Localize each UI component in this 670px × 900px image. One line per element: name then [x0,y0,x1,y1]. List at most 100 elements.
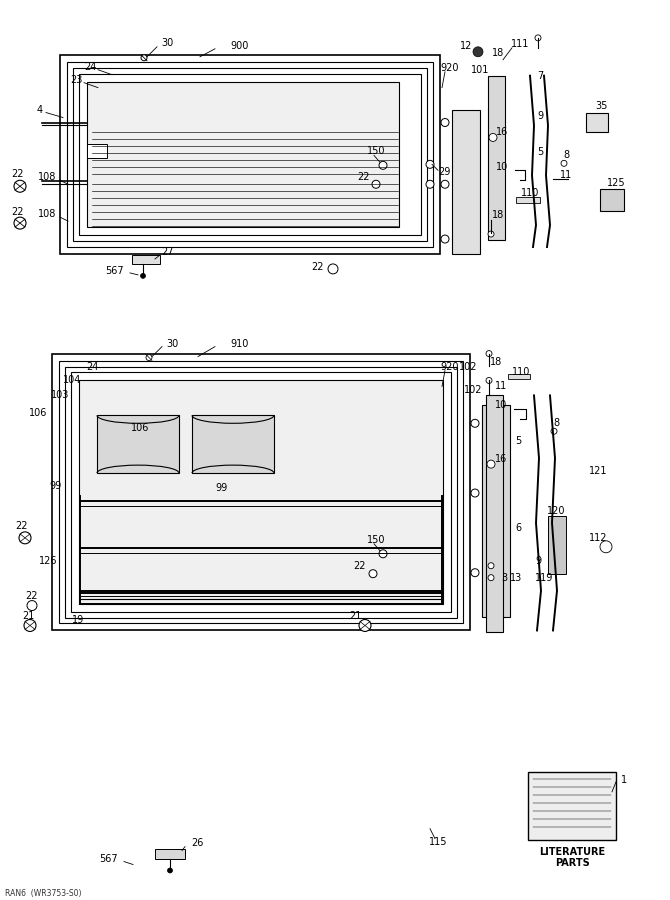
Circle shape [471,419,479,428]
Circle shape [441,119,449,127]
Text: LITERATURE
PARTS: LITERATURE PARTS [539,847,605,868]
Circle shape [146,355,152,361]
Text: 27: 27 [161,247,174,257]
Circle shape [426,180,434,188]
Text: 16: 16 [496,128,508,138]
Text: 9: 9 [537,111,543,121]
Text: 3: 3 [501,572,507,582]
Bar [87,82,399,227]
Text: 8: 8 [553,418,559,428]
Text: 21: 21 [22,610,34,620]
Text: 110: 110 [521,188,539,198]
Text: 125: 125 [607,178,625,188]
Bar [71,373,451,611]
Text: 19: 19 [72,615,84,625]
Text: 8: 8 [563,150,569,160]
Circle shape [561,160,567,166]
Text: 21: 21 [349,610,361,620]
Text: 9: 9 [535,555,541,566]
Bar [155,849,185,859]
Text: 18: 18 [492,210,504,220]
Text: 126: 126 [39,555,57,566]
Text: 10: 10 [495,400,507,410]
Circle shape [486,377,492,383]
Circle shape [379,161,387,169]
Circle shape [19,532,31,544]
Text: 115: 115 [429,837,448,847]
Text: 103: 103 [51,391,69,401]
Text: 150: 150 [366,535,385,544]
Text: 13: 13 [510,572,522,582]
Text: 24: 24 [86,362,98,372]
Bar [486,395,503,633]
Circle shape [24,619,36,632]
Bar [73,68,427,241]
Circle shape [471,489,479,497]
Text: 22: 22 [25,590,38,600]
Bar [600,189,624,212]
Bar [192,415,274,473]
Circle shape [141,274,145,278]
Text: 22: 22 [356,172,369,183]
Text: 101: 101 [471,65,489,75]
Text: 35: 35 [595,101,607,111]
Text: 30: 30 [166,338,178,348]
Circle shape [441,235,449,243]
Circle shape [369,570,377,578]
Bar [508,374,530,380]
Text: 22: 22 [16,521,28,531]
Bar [452,110,480,254]
Text: 6: 6 [515,523,521,533]
Circle shape [27,600,37,610]
Circle shape [359,619,371,632]
Text: RAN6  (WR3753-S0): RAN6 (WR3753-S0) [5,889,82,898]
Text: 22: 22 [354,561,366,571]
Circle shape [168,868,172,873]
Text: 110: 110 [512,366,530,376]
Text: 7: 7 [537,71,543,81]
Bar [482,405,510,616]
Text: 104: 104 [63,375,81,385]
Text: 111: 111 [511,39,529,49]
Bar [516,197,540,203]
Text: 5: 5 [515,436,521,446]
Circle shape [535,35,541,40]
Text: 10: 10 [496,162,508,172]
Bar [79,74,421,235]
Text: 567: 567 [98,853,117,863]
Bar [488,76,505,240]
Text: 920: 920 [441,362,459,372]
Circle shape [328,264,338,274]
Text: 102: 102 [464,385,482,395]
Bar [87,144,107,158]
Text: 30: 30 [161,38,173,48]
Bar [67,62,433,247]
Circle shape [141,55,147,61]
Text: 900: 900 [230,40,249,50]
Text: 119: 119 [535,572,553,582]
Text: 26: 26 [191,838,203,848]
Bar [97,415,179,473]
Text: 5: 5 [537,148,543,157]
Text: 29: 29 [438,167,450,177]
Text: 108: 108 [38,172,56,183]
Bar [586,112,608,132]
Text: 106: 106 [131,423,149,433]
Text: 22: 22 [11,207,23,217]
Circle shape [600,541,612,553]
Text: 18: 18 [492,48,504,58]
Bar [60,55,440,254]
Bar [52,354,470,631]
Text: 112: 112 [589,533,607,543]
Text: 99: 99 [216,483,228,493]
Text: 102: 102 [459,362,477,372]
Text: 121: 121 [589,466,607,476]
Text: 23: 23 [70,75,82,85]
Text: 11: 11 [560,170,572,180]
Circle shape [487,460,495,468]
Circle shape [488,575,494,580]
Text: 920: 920 [441,63,459,73]
Circle shape [486,351,492,356]
Text: 106: 106 [29,409,47,419]
Bar [132,255,160,264]
